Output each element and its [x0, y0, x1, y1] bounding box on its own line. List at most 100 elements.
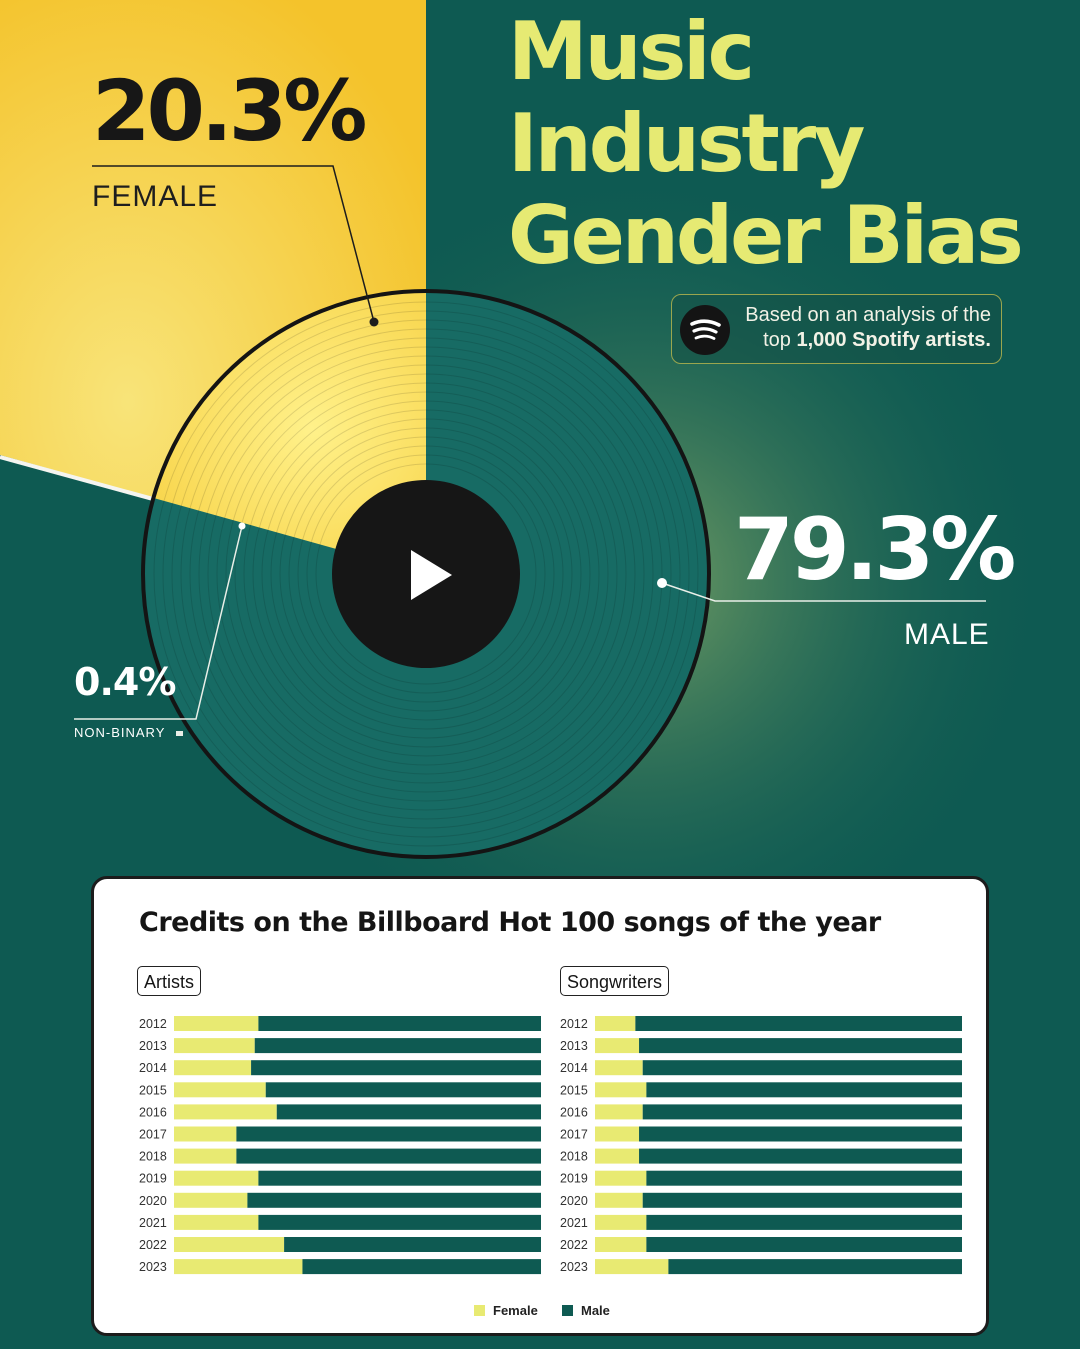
male-bar-songwriters-2022	[646, 1237, 962, 1252]
title-line-2: Industry	[508, 97, 865, 190]
male-bar-artists-2019	[258, 1170, 541, 1186]
year-label: 2013	[560, 1039, 588, 1053]
year-label: 2015	[139, 1083, 167, 1097]
male-bar-artists-2017	[236, 1126, 541, 1142]
year-label: 2015	[560, 1083, 588, 1097]
male-bar-artists-2020	[247, 1192, 541, 1208]
female-bar-songwriters-2015	[595, 1082, 647, 1098]
male-bar-artists-2018	[236, 1148, 541, 1164]
year-label: 2017	[139, 1128, 167, 1142]
year-label: 2014	[560, 1061, 588, 1075]
female-bar-artists-2021	[174, 1214, 259, 1230]
source-badge: Based on an analysis of the top 1,000 Sp…	[671, 294, 1002, 364]
female-bar-songwriters-2023	[595, 1259, 669, 1275]
male-bar-songwriters-2023	[668, 1259, 962, 1275]
source-bold: 1,000 Spotify artists.	[796, 329, 991, 351]
stacked-bar-charts: 2012 2013 2014 2015 2016 2017 2018 2019 2020 2021…	[139, 1016, 962, 1275]
year-label: 2016	[560, 1105, 588, 1119]
female-percentage: 20.3%	[92, 62, 367, 160]
year-label: 2012	[560, 1017, 588, 1031]
female-bar-songwriters-2017	[595, 1126, 640, 1142]
female-bar-songwriters-2020	[595, 1192, 643, 1208]
male-bar-artists-2013	[254, 1038, 542, 1054]
year-label: 2018	[560, 1150, 588, 1164]
female-bar-songwriters-2019	[595, 1170, 647, 1186]
female-bar-artists-2014	[174, 1060, 252, 1076]
year-label: 2020	[560, 1194, 588, 1208]
male-bar-songwriters-2017	[639, 1126, 962, 1142]
page-title: Music Industry Gender Bias	[508, 5, 1024, 282]
male-leader-line	[661, 582, 986, 602]
female-bar-artists-2019	[174, 1170, 259, 1186]
female-bar-songwriters-2016	[595, 1104, 643, 1120]
artists-tag: Artists	[137, 966, 202, 996]
female-bar-artists-2015	[174, 1082, 266, 1098]
legend-male-label: Male	[581, 1303, 610, 1318]
male-percentage: 79.3%	[734, 500, 1016, 600]
year-label: 2012	[139, 1017, 167, 1031]
male-bar-songwriters-2018	[639, 1148, 962, 1164]
female-bar-songwriters-2012	[595, 1016, 636, 1031]
male-bar-songwriters-2015	[646, 1082, 962, 1098]
year-label: 2022	[560, 1238, 588, 1252]
female-bar-artists-2012	[174, 1016, 259, 1031]
year-label: 2019	[560, 1172, 588, 1186]
year-label: 2020	[139, 1194, 167, 1208]
female-bar-songwriters-2018	[595, 1148, 640, 1164]
female-bar-songwriters-2021	[595, 1214, 647, 1230]
male-bar-artists-2016	[276, 1104, 541, 1120]
female-bar-songwriters-2013	[595, 1038, 640, 1054]
female-bar-artists-2013	[174, 1038, 255, 1054]
male-bar-artists-2023	[302, 1259, 541, 1275]
title-line-3: Gender Bias	[508, 189, 1024, 282]
legend-female-swatch	[474, 1305, 485, 1316]
title-line-1: Music	[508, 5, 755, 98]
female-bar-artists-2017	[174, 1126, 237, 1142]
female-bar-artists-2016	[174, 1104, 277, 1120]
female-bar-songwriters-2014	[595, 1060, 643, 1076]
year-label: 2023	[139, 1260, 167, 1274]
year-label: 2017	[560, 1128, 588, 1142]
male-bar-songwriters-2019	[646, 1170, 962, 1186]
year-label: 2021	[139, 1216, 167, 1230]
year-label: 2014	[139, 1061, 167, 1075]
female-leader-line	[92, 165, 375, 323]
year-label: 2022	[139, 1238, 167, 1252]
year-label: 2021	[560, 1216, 588, 1230]
year-label: 2016	[139, 1105, 167, 1119]
female-label: FEMALE	[92, 180, 219, 213]
legend-female: Female	[474, 1303, 538, 1318]
legend-female-label: Female	[493, 1303, 538, 1318]
female-bar-artists-2022	[174, 1237, 285, 1252]
male-bar-artists-2021	[258, 1214, 541, 1230]
year-label: 2013	[139, 1039, 167, 1053]
male-bar-songwriters-2014	[642, 1060, 962, 1076]
nonbinary-leader-line	[74, 525, 243, 720]
male-label: MALE	[904, 618, 990, 651]
play-icon[interactable]	[411, 550, 452, 600]
year-label: 2019	[139, 1172, 167, 1186]
male-bar-artists-2012	[258, 1016, 541, 1031]
male-bar-songwriters-2012	[635, 1016, 962, 1031]
female-bar-artists-2020	[174, 1192, 248, 1208]
year-label: 2018	[139, 1150, 167, 1164]
legend-male: Male	[562, 1303, 610, 1318]
nonbinary-percentage: 0.4%	[74, 660, 176, 704]
male-bar-artists-2014	[251, 1060, 541, 1076]
source-text: Based on an analysis of the top 1,000 Sp…	[745, 303, 991, 353]
female-bar-songwriters-2022	[595, 1237, 647, 1252]
female-bar-artists-2023	[174, 1259, 303, 1275]
card-title: Credits on the Billboard Hot 100 songs o…	[139, 907, 881, 938]
songwriters-tag: Songwriters	[560, 966, 670, 996]
nonbinary-label: NON-BINARY	[74, 725, 166, 740]
male-bar-songwriters-2016	[642, 1104, 962, 1120]
billboard-credits-card: Credits on the Billboard Hot 100 songs o…	[91, 876, 989, 1336]
legend-male-swatch	[562, 1305, 573, 1316]
male-bar-songwriters-2021	[646, 1214, 962, 1230]
male-bar-songwriters-2013	[639, 1038, 962, 1054]
year-label: 2023	[560, 1260, 588, 1274]
male-bar-songwriters-2020	[642, 1192, 962, 1208]
source-top: top	[763, 329, 791, 351]
